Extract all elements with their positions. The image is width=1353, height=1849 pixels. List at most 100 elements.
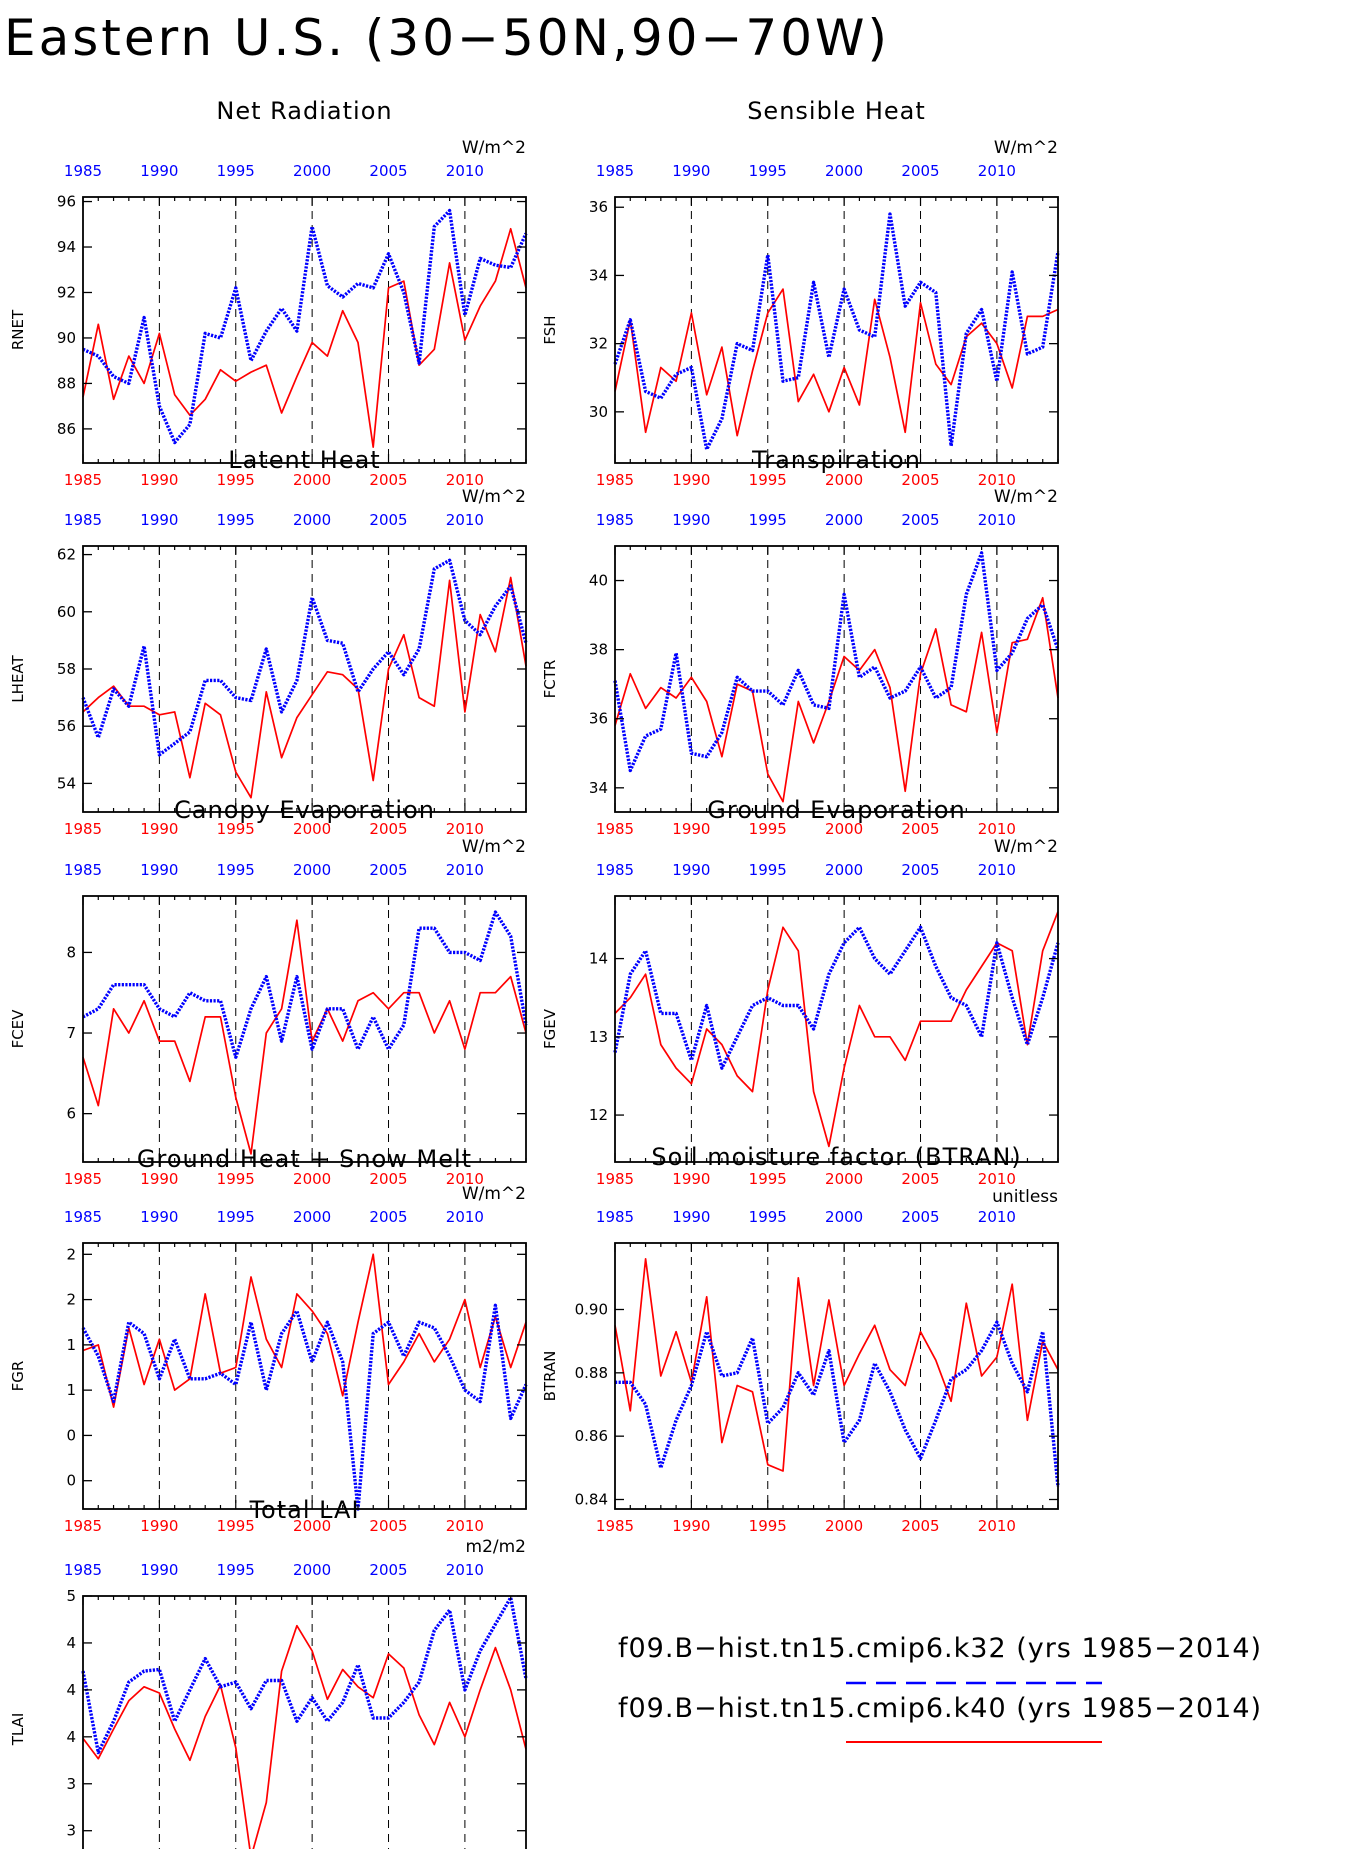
ytick-label: 34	[589, 266, 608, 284]
xtick-label-top: 1985	[64, 861, 102, 879]
ytick-label: 3	[66, 1775, 76, 1793]
xtick-label-bottom: 1995	[749, 1170, 787, 1188]
xtick-label-top: 1995	[749, 162, 787, 180]
xtick-label-top: 2010	[978, 861, 1016, 879]
xtick-label-top: 2000	[293, 1561, 331, 1579]
xtick-label-bottom: 2000	[825, 820, 863, 838]
xtick-label-top: 1990	[672, 162, 710, 180]
plot-frame	[614, 545, 1059, 813]
panel-fsh: 30 32 34 36 1985 1985 1990 1990 1995 1995 2000 2000…	[541, 97, 1060, 489]
ytick-label: 58	[57, 660, 76, 678]
panel-fgr: 0 0 1 1 2 2 1985 1985 1990 1990 1995 1995 2000 2000 20…	[9, 1145, 528, 1535]
panel-title: Canopy Evaporation	[174, 796, 435, 824]
ytick-label: 4	[66, 1681, 76, 1699]
xtick-label-top: 2000	[293, 162, 331, 180]
ytick-label: 12	[589, 1106, 608, 1124]
y-axis-label: FGEV	[541, 1008, 559, 1049]
ytick-label: 5	[66, 1587, 76, 1605]
xtick-label-top: 1990	[140, 1208, 178, 1226]
legend-label-k40: f09.B−hist.tn15.cmip6.k40 (yrs 1985−2014…	[618, 1693, 1262, 1724]
xtick-label-bottom: 2000	[825, 1517, 863, 1535]
ytick-label: 2	[66, 1291, 76, 1309]
ytick-label: 36	[589, 198, 608, 216]
xtick-label-top: 1990	[672, 511, 710, 529]
panel-btran: 0.84 0.86 0.88 0.90 1985 1985 1990 1990 1995 1995…	[541, 1143, 1060, 1535]
panel-title: Ground Heat + Snow Melt	[137, 1145, 472, 1173]
xtick-label-top: 1995	[749, 511, 787, 529]
xtick-label-bottom: 2000	[825, 1170, 863, 1188]
ytick-label: 0.88	[575, 1364, 608, 1382]
xtick-label-bottom: 2010	[446, 471, 484, 489]
xtick-label-bottom: 1985	[596, 1170, 634, 1188]
xtick-label-bottom: 1995	[749, 1517, 787, 1535]
xtick-label-top: 1985	[596, 511, 634, 529]
xtick-label-top: 1985	[596, 1208, 634, 1226]
y-axis-label: FCEV	[9, 1009, 27, 1049]
ytick-label: 0.86	[575, 1427, 608, 1445]
ytick-label: 0.84	[575, 1491, 608, 1509]
xtick-label-bottom: 1990	[140, 471, 178, 489]
xtick-label-bottom: 1985	[64, 1517, 102, 1535]
panel-title: Transpiration	[751, 446, 921, 474]
xtick-label-top: 2010	[446, 861, 484, 879]
xtick-label-top: 1990	[672, 861, 710, 879]
units-label: unitless	[992, 1187, 1058, 1207]
xtick-label-top: 2005	[369, 1561, 407, 1579]
series-k32-line-btran	[615, 1320, 1060, 1487]
xtick-label-bottom: 2005	[901, 820, 939, 838]
xtick-label-top: 1985	[64, 162, 102, 180]
xtick-label-top: 2005	[369, 511, 407, 529]
panel-title: Ground Evaporation	[707, 796, 965, 824]
plot-frame	[82, 1595, 527, 1849]
series-k40-line-fgr	[82, 1253, 527, 1408]
series-k40-line-btran	[614, 1257, 1059, 1472]
plot-frame	[82, 196, 527, 464]
xtick-label-top: 2005	[901, 511, 939, 529]
xtick-label-top: 2000	[825, 162, 863, 180]
xtick-label-bottom: 1995	[749, 471, 787, 489]
units-label: W/m^2	[994, 487, 1058, 507]
xtick-label-top: 1995	[217, 162, 255, 180]
units-label: W/m^2	[462, 837, 526, 857]
legend: f09.B−hist.tn15.cmip6.k32 (yrs 1985−2014…	[618, 1633, 1262, 1743]
xtick-label-top: 2010	[978, 162, 1016, 180]
series-k32-line-fctr	[613, 551, 1060, 773]
ytick-label: 86	[57, 420, 76, 438]
xtick-label-top: 2005	[901, 162, 939, 180]
ytick-label: 94	[57, 238, 76, 256]
xtick-label-top: 2000	[825, 861, 863, 879]
ytick-label: 40	[589, 572, 608, 590]
ytick-label: 6	[66, 1105, 76, 1123]
units-label: W/m^2	[462, 487, 526, 507]
plot-frame	[82, 545, 527, 813]
xtick-label-top: 2000	[293, 511, 331, 529]
ytick-label: 1	[66, 1336, 76, 1354]
xtick-label-top: 1985	[596, 162, 634, 180]
xtick-label-bottom: 2005	[369, 820, 407, 838]
xtick-label-bottom: 2000	[825, 471, 863, 489]
panel-title: Net Radiation	[216, 97, 392, 125]
plot-frame	[82, 1242, 527, 1510]
xtick-label-top: 1985	[64, 511, 102, 529]
xtick-label-top: 2005	[369, 162, 407, 180]
ytick-label: 90	[57, 329, 76, 347]
panel-fcev: 6 7 8 1985 1985 1990 1990 1995 1995 2000 2000 2005 2…	[9, 796, 528, 1188]
series-k32-line-fsh	[613, 212, 1060, 452]
xtick-label-top: 2005	[369, 861, 407, 879]
xtick-label-top: 1990	[140, 511, 178, 529]
series-k40-line-lheat	[82, 576, 527, 799]
units-label: m2/m2	[466, 1537, 526, 1557]
xtick-label-top: 1990	[140, 162, 178, 180]
xtick-label-bottom: 2010	[978, 820, 1016, 838]
panels-group: 8688909294961985198519901990199519952000…	[9, 97, 1060, 1849]
ytick-label: 32	[589, 335, 608, 353]
ytick-label: 62	[57, 546, 76, 564]
xtick-label-bottom: 1985	[596, 1517, 634, 1535]
xtick-label-bottom: 1990	[140, 1517, 178, 1535]
ytick-label: 1	[66, 1381, 76, 1399]
panel-title: Latent Heat	[228, 446, 380, 474]
y-axis-label: BTRAN	[541, 1351, 559, 1402]
xtick-label-bottom: 2010	[978, 1517, 1016, 1535]
ytick-label: 14	[589, 950, 608, 968]
xtick-label-top: 2005	[901, 861, 939, 879]
